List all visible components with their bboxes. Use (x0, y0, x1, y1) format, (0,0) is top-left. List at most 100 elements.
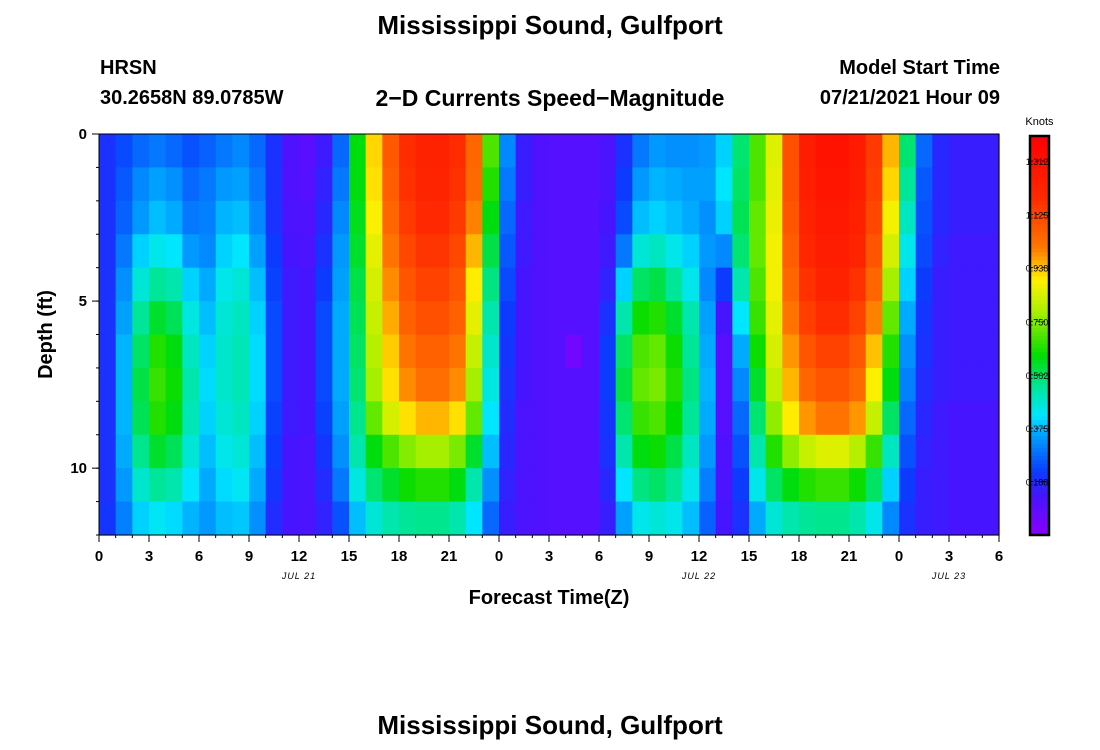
heatmap-cell (449, 234, 467, 269)
colorbar-segment (1030, 515, 1049, 520)
heatmap-cell (332, 200, 350, 235)
heatmap-cell (732, 501, 750, 536)
heatmap-cell (832, 234, 850, 269)
heatmap-cell (182, 401, 200, 436)
heatmap-cell (749, 501, 767, 536)
heatmap-cell (265, 301, 283, 336)
heatmap-cell (615, 501, 633, 536)
heatmap-cell (482, 468, 500, 503)
heatmap-cell (132, 301, 150, 336)
heatmap-cell (499, 401, 517, 436)
heatmap-cell (682, 367, 700, 402)
heatmap-cell (732, 434, 750, 469)
heatmap-cell (849, 167, 867, 202)
heatmap-cell (815, 367, 833, 402)
heatmap-cell (365, 367, 383, 402)
heatmap-cell (132, 267, 150, 302)
heatmap-cell (449, 200, 467, 235)
heatmap-cell (232, 167, 250, 202)
heatmap-cell (749, 267, 767, 302)
heatmap-cell (715, 434, 733, 469)
heatmap-cell (115, 501, 133, 536)
heatmap-cell (665, 401, 683, 436)
heatmap-cell (365, 134, 383, 169)
heatmap-cell (565, 367, 583, 402)
heatmap-cell (749, 301, 767, 336)
heatmap-cell (665, 334, 683, 369)
heatmap-cell (499, 134, 517, 169)
heatmap-cell (199, 167, 217, 202)
heatmap-cell (582, 301, 600, 336)
colorbar-segment (1030, 283, 1049, 289)
heatmap-cell (249, 134, 267, 169)
heatmap-cell (315, 167, 333, 202)
heatmap-cell (532, 200, 550, 235)
heatmap-cell (632, 301, 650, 336)
heatmap-cell (199, 234, 217, 269)
heatmap-cell (232, 401, 250, 436)
heatmap-cell (715, 234, 733, 269)
heatmap-cell (165, 367, 183, 402)
heatmap-cell (565, 134, 583, 169)
heatmap-cell (765, 401, 783, 436)
colorbar-segment (1030, 531, 1049, 536)
heatmap-cell (599, 367, 617, 402)
x-tick-label: 3 (945, 548, 953, 565)
heatmap-cell (432, 334, 450, 369)
heatmap-cell (549, 167, 567, 202)
heatmap-cell (799, 401, 817, 436)
heatmap-cell (449, 134, 467, 169)
heatmap-cell (865, 134, 883, 169)
heatmap-cell (482, 200, 500, 235)
heatmap-cell (599, 200, 617, 235)
x-tick-label: 6 (595, 548, 603, 565)
heatmap-cell (715, 334, 733, 369)
heatmap-cell (965, 267, 983, 302)
heatmap-cell (682, 267, 700, 302)
heatmap-cell (165, 200, 183, 235)
colorbar-segment (1030, 227, 1049, 233)
heatmap-cell (732, 334, 750, 369)
colorbar-segment (1030, 363, 1049, 369)
colorbar-gradient (1030, 136, 1049, 536)
heatmap-cell (482, 167, 500, 202)
heatmap-cell (365, 167, 383, 202)
heatmap-cell (132, 234, 150, 269)
colorbar-segment (1030, 223, 1049, 229)
colorbar-segment (1030, 319, 1049, 325)
heatmap-cell (849, 134, 867, 169)
heatmap-cell (149, 200, 167, 235)
heatmap-cell (182, 468, 200, 503)
heatmap-cell (232, 234, 250, 269)
heatmap-cell (682, 134, 700, 169)
colorbar-segment (1030, 275, 1049, 281)
colorbar-segment (1030, 391, 1049, 396)
colorbar-segment (1030, 491, 1049, 496)
heatmap-cell (865, 401, 883, 436)
heatmap-cell (249, 434, 267, 469)
colorbar-segment (1030, 143, 1049, 149)
heatmap-cell (149, 301, 167, 336)
heatmap-cell (749, 401, 767, 436)
heatmap-cell (982, 301, 1000, 336)
colorbar-segment (1030, 187, 1049, 193)
heatmap-cell (349, 434, 367, 469)
heatmap-cell (149, 134, 167, 169)
heatmap-cell (349, 234, 367, 269)
colorbar-segment (1030, 407, 1049, 412)
heatmap-cell (349, 134, 367, 169)
heatmap-cell (332, 501, 350, 536)
heatmap-cell (915, 234, 933, 269)
heatmap-cell (815, 200, 833, 235)
heatmap-cell (449, 267, 467, 302)
heatmap-cell (882, 401, 900, 436)
heatmap-cell (482, 434, 500, 469)
colorbar-segment (1030, 419, 1049, 424)
colorbar-segment (1030, 251, 1049, 257)
heatmap-cell (682, 200, 700, 235)
heatmap-cell (815, 167, 833, 202)
heatmap-cell (465, 501, 483, 536)
heatmap-cell (99, 334, 117, 369)
heatmap-cell (532, 167, 550, 202)
heatmap-cell (665, 134, 683, 169)
